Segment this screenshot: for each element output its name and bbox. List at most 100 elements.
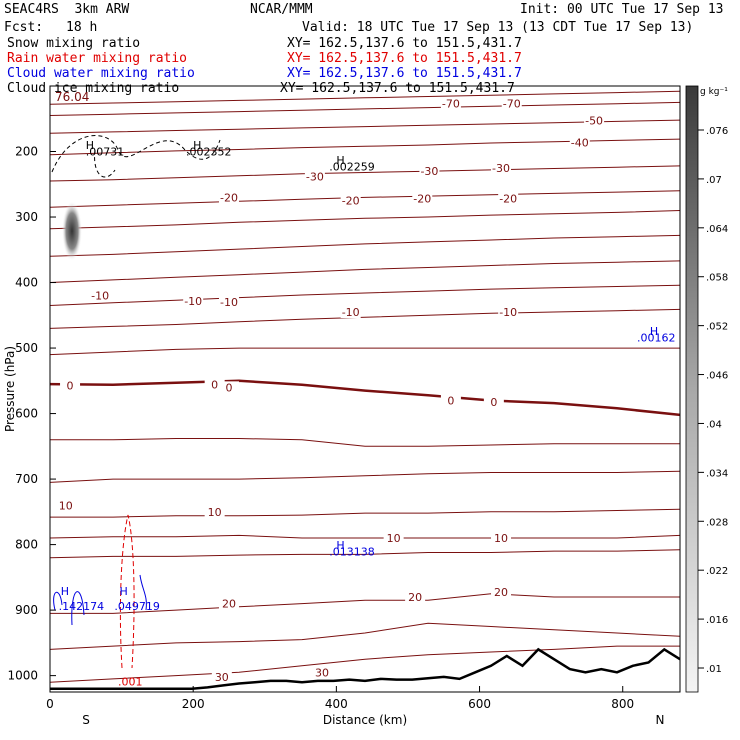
y-tick-label: 500 bbox=[15, 341, 38, 355]
contour-label-bg bbox=[55, 499, 76, 512]
contour-label-bg bbox=[383, 532, 404, 545]
init-time: Init: 00 UTC Tue 17 Sep 13 bbox=[520, 2, 724, 17]
temperature-contour bbox=[50, 508, 680, 518]
colorbar-unit: g kg⁻¹ bbox=[700, 87, 728, 97]
center-label: NCAR/MMM bbox=[250, 2, 313, 17]
contour-label: -10 bbox=[184, 295, 202, 308]
contour-label-bg bbox=[340, 194, 361, 207]
contour-label-bg bbox=[419, 165, 440, 178]
temperature-contour bbox=[50, 190, 680, 208]
temperature-contour bbox=[50, 379, 680, 417]
extremum-label: .002259 bbox=[329, 161, 375, 174]
y-axis-label: Pressure (hPa) bbox=[3, 346, 17, 432]
temperature-contour bbox=[50, 165, 680, 182]
contour-label-bg bbox=[584, 114, 605, 127]
contour-label: 30 bbox=[215, 671, 229, 684]
legend-cloud-water-xy: XY= 162.5,137.6 to 151.5,431.7 bbox=[287, 66, 522, 81]
contour-label: 10 bbox=[59, 499, 73, 512]
snow-dashed-contour bbox=[51, 135, 221, 173]
y-tick-label: 300 bbox=[15, 210, 38, 224]
forecast-hours: 18 h bbox=[66, 20, 98, 35]
extremum-label: .049719 bbox=[114, 600, 160, 613]
contour-label-bg bbox=[491, 585, 512, 598]
extremum-label: H bbox=[61, 585, 69, 598]
y-tick-label: 400 bbox=[15, 276, 38, 290]
extremum-label: .013138 bbox=[329, 546, 375, 559]
contour-label-bg bbox=[501, 97, 522, 110]
contour-label: -10 bbox=[499, 306, 517, 319]
contour-label: -40 bbox=[571, 136, 589, 149]
contour-label-bg bbox=[204, 505, 225, 518]
temperature-contour bbox=[50, 119, 680, 134]
contour-label-bg bbox=[483, 395, 504, 408]
temperature-contour bbox=[50, 101, 680, 116]
colorbar-tick-label: .058 bbox=[706, 273, 728, 284]
contour-label: 20 bbox=[222, 598, 236, 611]
temperature-contour bbox=[50, 210, 680, 230]
contour-label-bg bbox=[491, 532, 512, 545]
contour-label-bg bbox=[60, 379, 81, 392]
forecast-label: Fcst: bbox=[4, 20, 44, 35]
contour-label: 10 bbox=[387, 532, 401, 545]
contour-label: 30 bbox=[315, 666, 329, 679]
contour-label: -10 bbox=[220, 296, 238, 309]
contour-label: -30 bbox=[492, 162, 510, 175]
valid-time: Valid: 18 UTC Tue 17 Sep 13 (13 CDT Tue … bbox=[302, 20, 694, 35]
contour-label-bg bbox=[405, 591, 426, 604]
rain-dashed-contour bbox=[119, 514, 135, 669]
contour-label: -30 bbox=[306, 170, 324, 183]
contour-label-bg bbox=[569, 136, 590, 149]
extremum-label: H bbox=[193, 139, 201, 152]
contour-label-bg bbox=[218, 191, 239, 204]
x-tick-label: 400 bbox=[325, 697, 348, 711]
extremum-label: .00731 bbox=[86, 145, 125, 158]
contour-label-bg bbox=[412, 192, 433, 205]
contour-label: -20 bbox=[220, 191, 238, 204]
temperature-contour bbox=[50, 90, 680, 105]
extremum-label: H bbox=[119, 585, 127, 598]
cloud-water-contour bbox=[53, 574, 147, 626]
temperature-contour bbox=[50, 234, 680, 257]
contour-label-bg bbox=[491, 161, 512, 174]
y-tick-label: 800 bbox=[15, 538, 38, 552]
y-tick-label: 600 bbox=[15, 407, 38, 421]
terrain-line bbox=[50, 647, 680, 690]
contour-label-bg bbox=[218, 597, 239, 610]
temperature-contour bbox=[50, 549, 680, 559]
contour-label: 0 bbox=[447, 394, 454, 407]
contour-label: -20 bbox=[413, 193, 431, 206]
temperature-contour bbox=[50, 284, 680, 306]
legend-rain-xy: XY= 162.5,137.6 to 151.5,431.7 bbox=[287, 51, 522, 66]
contour-label: -20 bbox=[342, 195, 360, 208]
contour-label: 10 bbox=[208, 506, 222, 519]
temperature-contour bbox=[50, 622, 680, 650]
contour-label: 20 bbox=[494, 586, 508, 599]
legend-cloud-ice-label: Cloud ice mixing ratio bbox=[7, 81, 180, 96]
contour-label: -30 bbox=[420, 165, 438, 178]
contour-label-bg bbox=[90, 289, 111, 302]
x-tick-label: 800 bbox=[611, 697, 634, 711]
contour-label: -10 bbox=[91, 290, 109, 303]
contour-label: 0 bbox=[225, 381, 232, 394]
contour-label: 20 bbox=[408, 591, 422, 604]
legend-snow-xy: XY= 162.5,137.6 to 151.5,431.7 bbox=[287, 36, 522, 51]
colorbar-tick-label: .022 bbox=[706, 566, 728, 577]
extremum-label: H bbox=[86, 139, 94, 152]
colorbar-tick-label: .034 bbox=[706, 468, 728, 479]
colorbar-tick-label: .046 bbox=[706, 371, 728, 382]
y-tick-label: 1000 bbox=[7, 669, 38, 683]
contour-label: -10 bbox=[342, 306, 360, 319]
plot-frame bbox=[49, 85, 681, 693]
contour-label-bg bbox=[304, 170, 325, 183]
contour-label-bg bbox=[312, 666, 333, 679]
colorbar: .076 .07 .064 .058 .052 .046 .04 .034 .028 .022 .0… bbox=[685, 85, 728, 693]
contour-label: -70 bbox=[442, 98, 460, 111]
temperature-contour bbox=[50, 593, 680, 614]
extremum-label: .142174 bbox=[59, 600, 105, 613]
extremum-label: .00162 bbox=[637, 332, 676, 345]
contour-label-bg bbox=[440, 97, 461, 110]
contour-label: -50 bbox=[585, 115, 603, 128]
x-tick-label: 600 bbox=[468, 697, 491, 711]
temperature-contour bbox=[50, 347, 680, 356]
